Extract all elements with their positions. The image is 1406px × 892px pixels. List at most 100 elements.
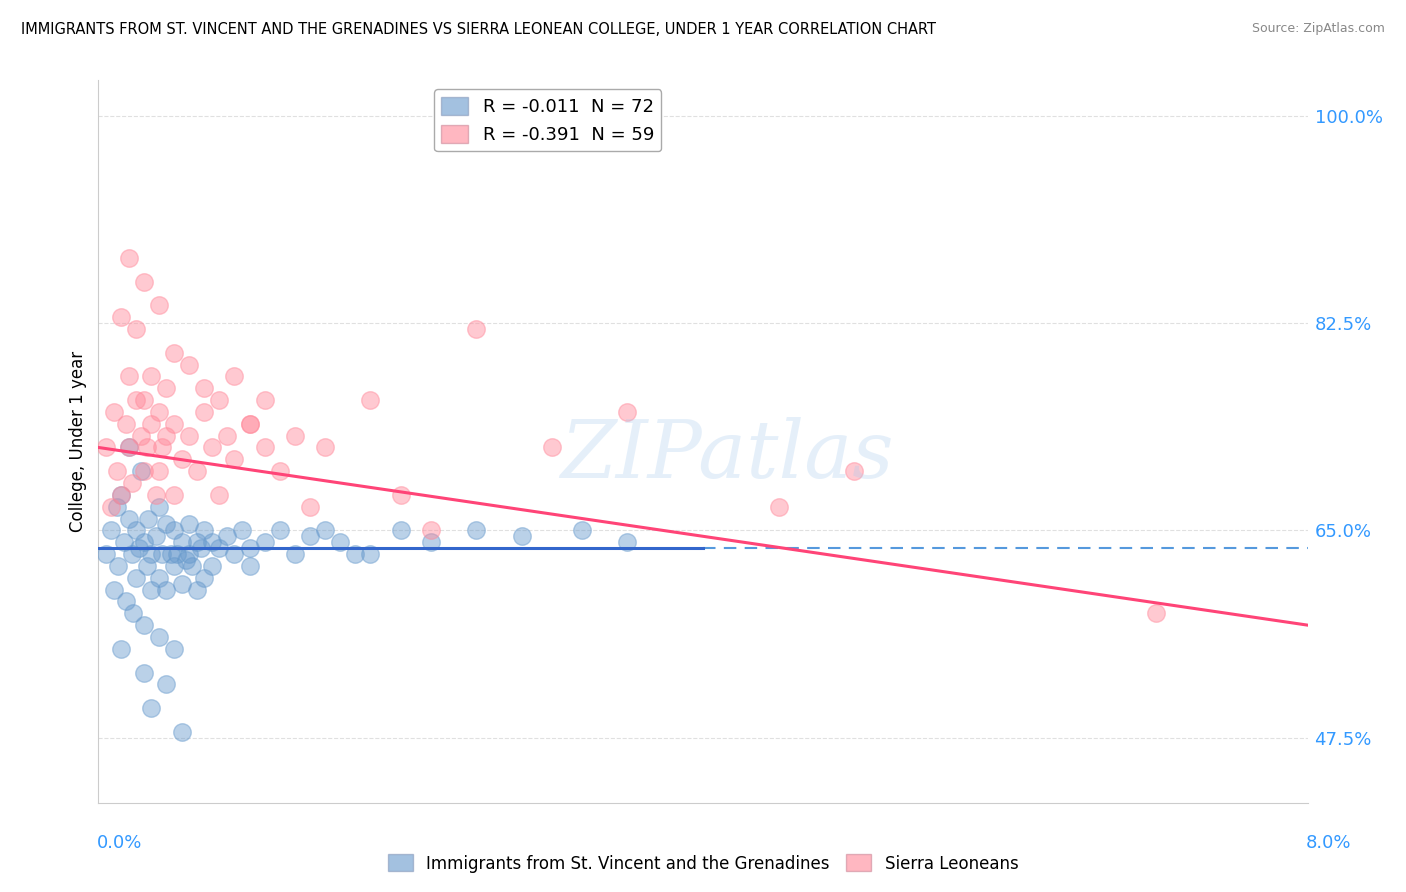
Point [314, 441, 336, 455]
Point [100, 524, 122, 538]
Point [193, 405, 215, 419]
Point [155, 517, 177, 532]
Point [141, 369, 163, 384]
Point [193, 524, 215, 538]
Point [360, 547, 382, 561]
Point [148, 630, 170, 644]
Point [239, 558, 262, 573]
Point [163, 345, 186, 359]
Point [107, 558, 129, 573]
Point [231, 524, 253, 538]
Point [121, 547, 143, 561]
Point [253, 441, 276, 455]
Point [215, 428, 238, 442]
Point [121, 475, 143, 490]
Point [420, 524, 443, 538]
Point [163, 417, 186, 431]
Point [163, 558, 186, 573]
Point [122, 607, 145, 621]
Point [179, 358, 201, 372]
Point [163, 488, 186, 502]
Point [155, 677, 177, 691]
Point [179, 517, 201, 532]
Point [128, 541, 150, 556]
Point [510, 529, 533, 543]
Point [132, 275, 155, 289]
Point [284, 547, 307, 561]
Point [239, 417, 262, 431]
Point [170, 535, 193, 549]
Point [145, 488, 167, 502]
Point [170, 724, 193, 739]
Point [125, 571, 148, 585]
Text: 8.0%: 8.0% [1306, 834, 1351, 852]
Point [616, 535, 638, 549]
Point [125, 524, 148, 538]
Point [170, 576, 193, 591]
Point [118, 511, 141, 525]
Point [201, 558, 224, 573]
Point [136, 511, 159, 525]
Point [103, 405, 125, 419]
Point [389, 488, 412, 502]
Text: IMMIGRANTS FROM ST. VINCENT AND THE GRENADINES VS SIERRA LEONEAN COLLEGE, UNDER : IMMIGRANTS FROM ST. VINCENT AND THE GREN… [21, 22, 936, 37]
Text: ZIPatlas: ZIPatlas [561, 417, 894, 495]
Point [114, 594, 136, 608]
Point [224, 369, 246, 384]
Point [1146, 607, 1168, 621]
Point [540, 441, 562, 455]
Point [94, 441, 117, 455]
Point [155, 582, 177, 597]
Point [186, 535, 208, 549]
Point [148, 405, 170, 419]
Point [284, 428, 307, 442]
Point [768, 500, 790, 514]
Point [224, 452, 246, 467]
Point [118, 251, 141, 265]
Point [420, 535, 443, 549]
Point [201, 441, 224, 455]
Point [160, 547, 183, 561]
Point [150, 441, 173, 455]
Point [163, 524, 186, 538]
Text: 0.0%: 0.0% [97, 834, 142, 852]
Point [166, 547, 188, 561]
Point [360, 393, 382, 408]
Point [186, 464, 208, 478]
Point [141, 547, 163, 561]
Point [135, 441, 157, 455]
Point [110, 310, 132, 325]
Point [94, 547, 117, 561]
Point [224, 547, 246, 561]
Y-axis label: College, Under 1 year: College, Under 1 year [69, 351, 87, 533]
Point [129, 464, 152, 478]
Point [141, 582, 163, 597]
Point [253, 393, 276, 408]
Point [179, 547, 201, 561]
Point [148, 464, 170, 478]
Point [125, 393, 148, 408]
Point [299, 529, 322, 543]
Point [163, 641, 186, 656]
Point [344, 547, 367, 561]
Point [135, 558, 157, 573]
Point [215, 529, 238, 543]
Point [186, 582, 208, 597]
Point [174, 553, 197, 567]
Legend: Immigrants from St. Vincent and the Grenadines, Sierra Leoneans: Immigrants from St. Vincent and the Gren… [381, 847, 1025, 880]
Point [239, 417, 262, 431]
Point [110, 641, 132, 656]
Point [239, 541, 262, 556]
Text: Source: ZipAtlas.com: Source: ZipAtlas.com [1251, 22, 1385, 36]
Point [132, 665, 155, 680]
Legend: R = -0.011  N = 72, R = -0.391  N = 59: R = -0.011 N = 72, R = -0.391 N = 59 [434, 89, 661, 152]
Point [314, 524, 336, 538]
Point [193, 571, 215, 585]
Point [105, 464, 128, 478]
Point [148, 298, 170, 312]
Point [114, 417, 136, 431]
Point [112, 535, 135, 549]
Point [253, 535, 276, 549]
Point [329, 535, 352, 549]
Point [269, 524, 291, 538]
